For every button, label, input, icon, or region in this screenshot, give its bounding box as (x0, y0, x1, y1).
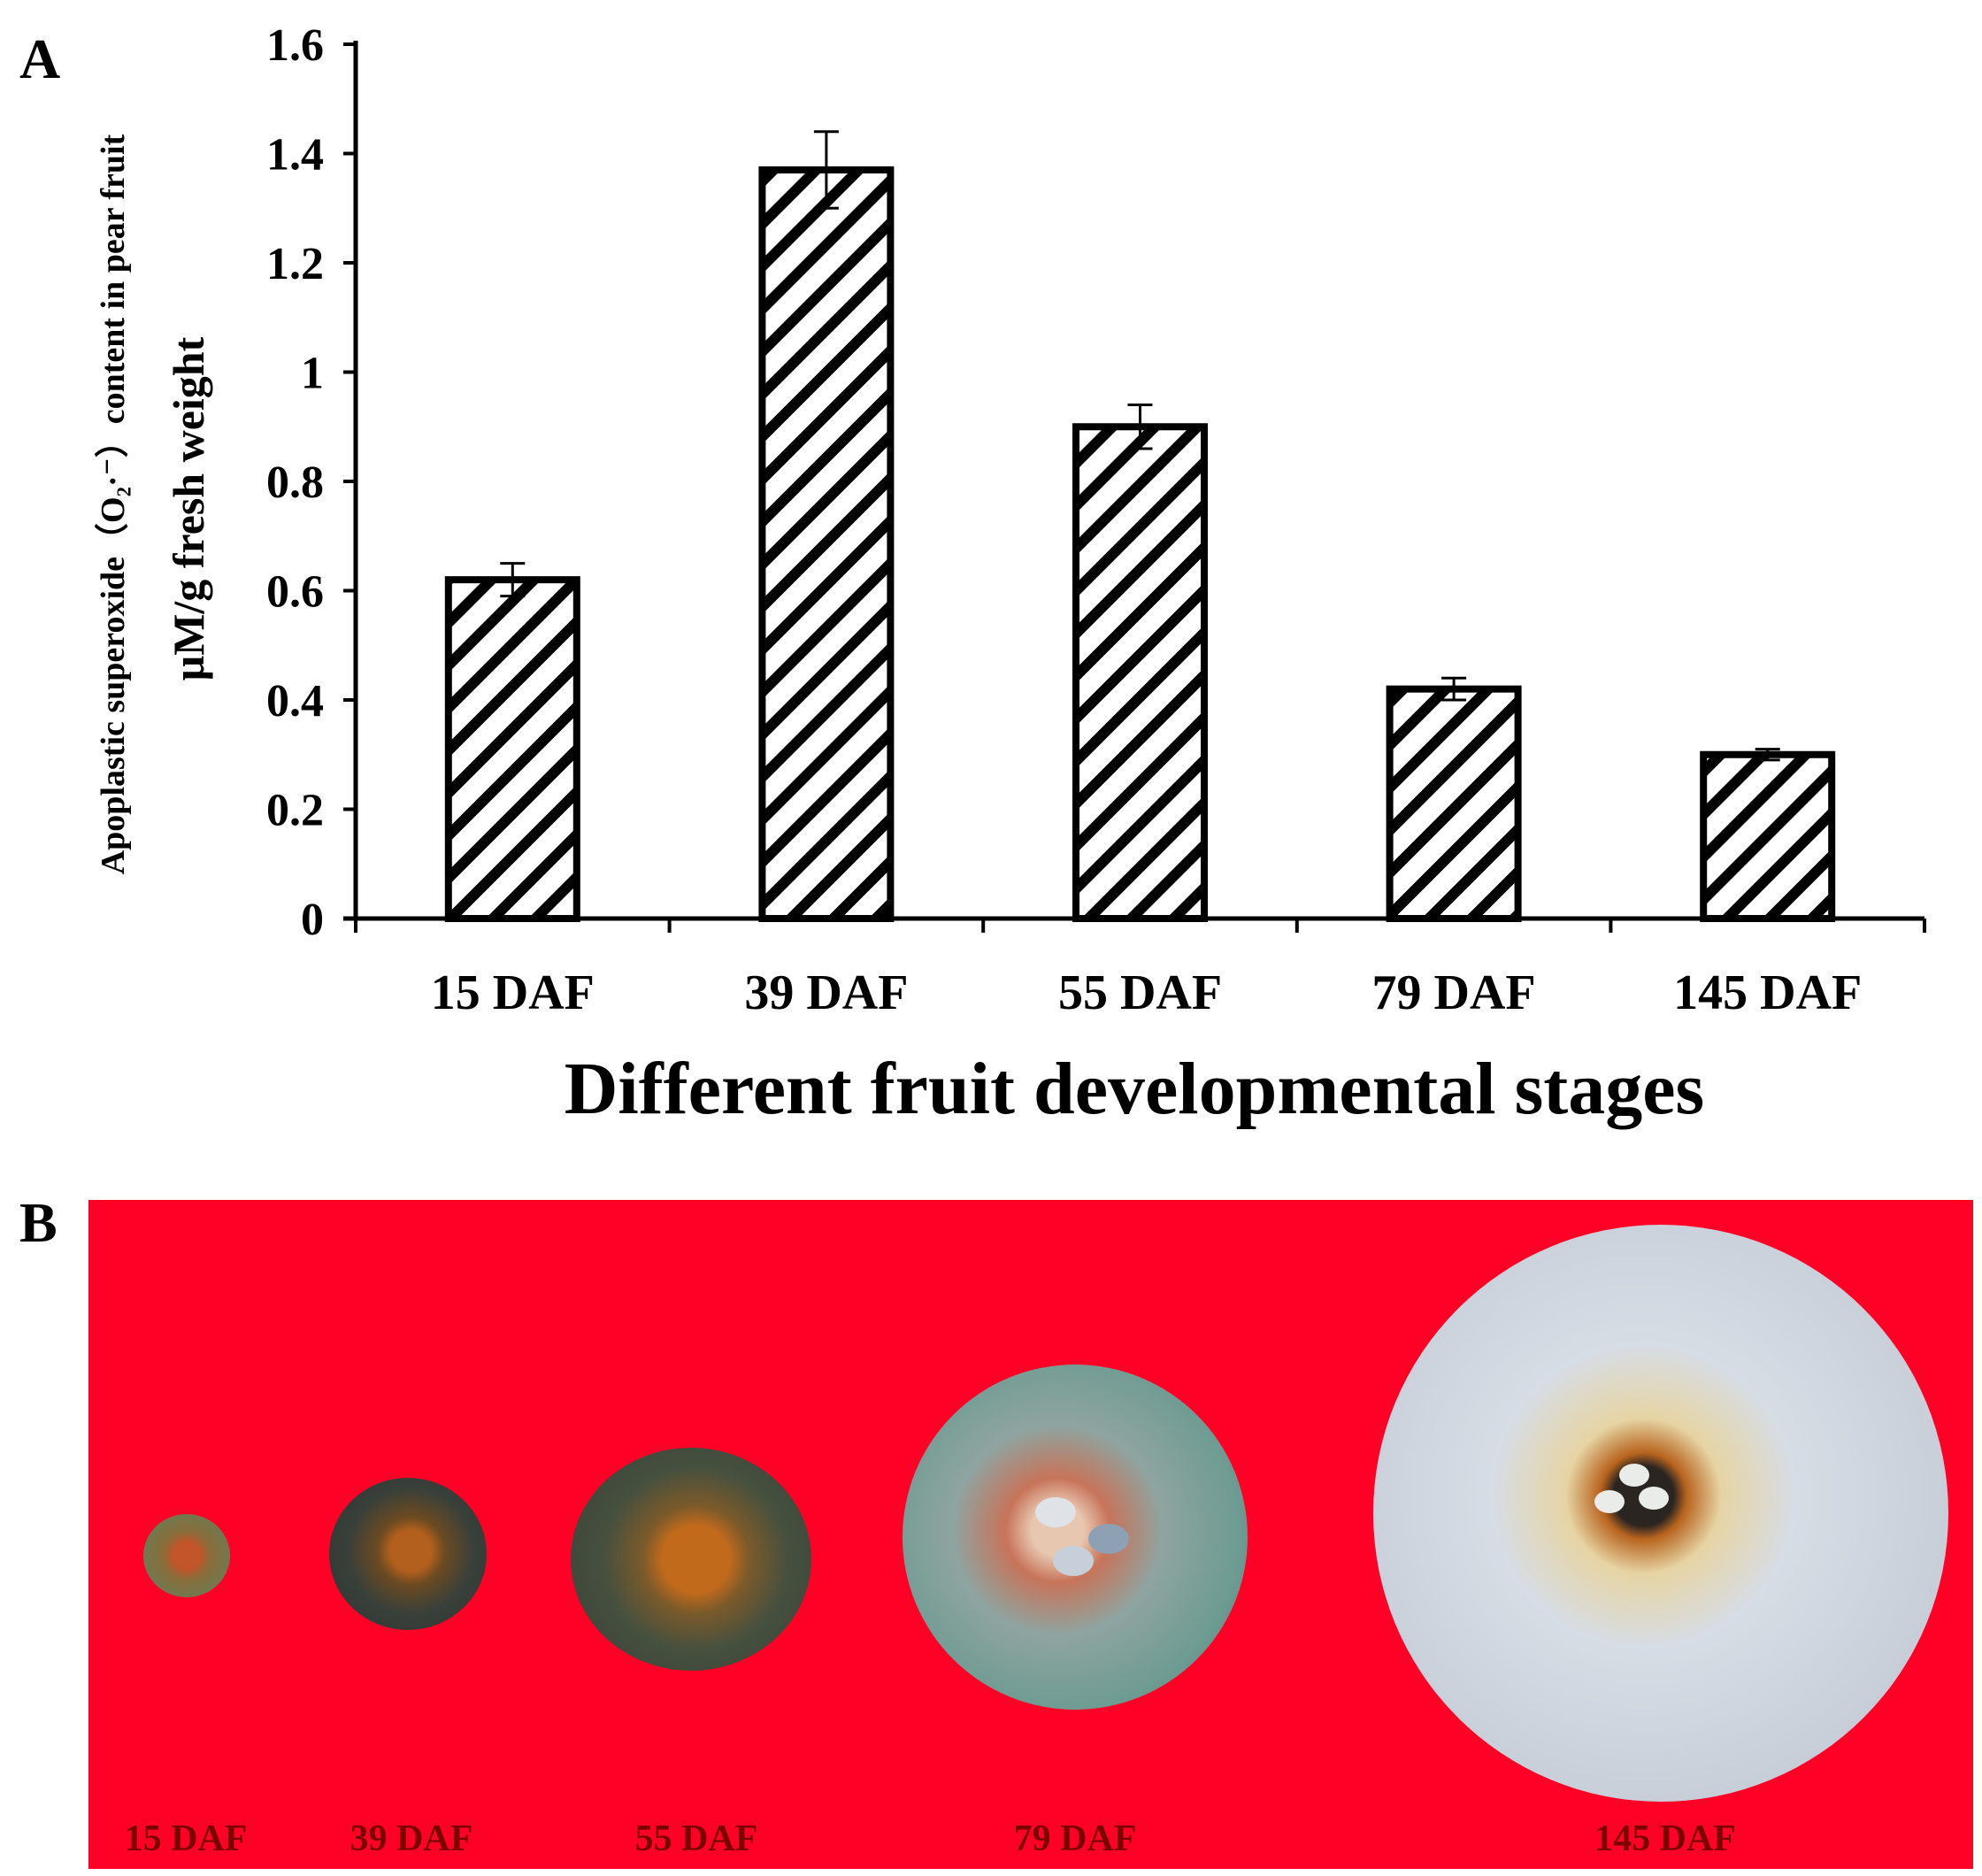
panel-a-label: A (19, 27, 61, 90)
bar (1386, 685, 1522, 923)
x-tick-label: 15 DAF (431, 965, 595, 1020)
seed-locule (1088, 1524, 1129, 1554)
x-tick-label: 79 DAF (1372, 965, 1536, 1020)
bar-chart: 0 0.2 0.4 0.6 0.8 1 1.2 1.4 1.6 15 DAF 39 DAF 55 D… (95, 20, 1926, 1130)
y-tick-label: 0 (301, 895, 324, 945)
x-axis-label: Different fruit developmental stages (565, 1048, 1705, 1130)
bar (1700, 750, 1836, 922)
bars (444, 166, 1836, 923)
y-axis-label-line1: Apoplastic superoxide（O₂·⁻）content in pe… (95, 134, 132, 874)
y-tick-label: 1.2 (266, 239, 324, 289)
x-tick-label: 55 DAF (1058, 965, 1222, 1020)
photo-label-15daf: 15 DAF (124, 1818, 248, 1859)
bar (444, 576, 580, 923)
x-axis-ticks: 15 DAF 39 DAF 55 DAF 79 DAF 145 DAF (354, 919, 1926, 1020)
photo-label-55daf: 55 DAF (634, 1818, 758, 1859)
y-tick-label: 0.2 (266, 786, 324, 836)
bar (758, 166, 895, 922)
error-bars (500, 130, 1780, 762)
y-tick-label: 1 (301, 349, 324, 399)
photo-label-145daf: 145 DAF (1594, 1818, 1736, 1859)
fruit-photo-panel: 15 DAF 39 DAF 55 DAF 79 DAF 145 DAF (88, 1200, 1973, 1869)
y-tick-label: 1.6 (266, 20, 324, 71)
seed-locule (1053, 1546, 1094, 1576)
y-tick-label: 0.6 (266, 567, 324, 618)
y-axis-ticks: 0 0.2 0.4 0.6 0.8 1 1.2 1.4 1.6 (266, 20, 356, 945)
photo-label-79daf: 79 DAF (1013, 1818, 1137, 1859)
fruit-slice-79daf (903, 1365, 1248, 1710)
x-tick-label: 39 DAF (744, 965, 908, 1020)
seed-locule (1619, 1464, 1649, 1487)
y-tick-label: 0.8 (266, 457, 324, 508)
seed-locule (1035, 1497, 1076, 1527)
y-tick-label: 0.4 (266, 676, 324, 727)
y-axis-label-line2: μM/g fresh weight (164, 336, 213, 680)
fruit-slice-55daf (571, 1448, 811, 1671)
seed-locule (1639, 1487, 1669, 1510)
bar (1072, 423, 1208, 922)
fruit-slice-145daf (1373, 1225, 1948, 1802)
fruit-slice-15daf (143, 1514, 230, 1597)
panel-b-label: B (19, 1191, 58, 1254)
y-tick-label: 1.4 (266, 130, 324, 181)
fruit-slice-39daf (329, 1478, 487, 1630)
seed-locule (1594, 1490, 1625, 1513)
photo-label-39daf: 39 DAF (350, 1818, 473, 1859)
x-tick-label: 145 DAF (1673, 965, 1862, 1020)
